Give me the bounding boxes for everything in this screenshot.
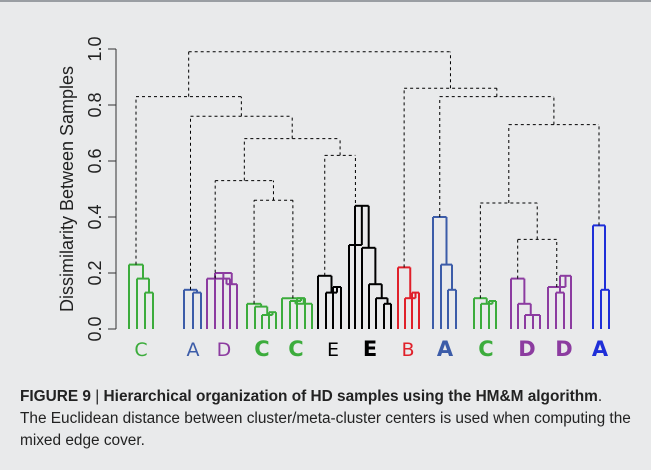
y-tick-label: 0.4 [85, 204, 105, 229]
leaf-label-c: C [288, 337, 303, 361]
leaf-label-a: A [437, 337, 454, 361]
caption-separator: | [90, 388, 104, 405]
caption-text: . The Euclidean distance between cluster… [20, 388, 631, 449]
figure-label: FIGURE 9 [20, 388, 91, 405]
figure-title: Hierarchical organization of HD samples … [103, 388, 598, 405]
y-tick-label: 0.8 [85, 92, 105, 117]
leaf-label-d: D [217, 339, 232, 361]
leaf-label-d: D [555, 337, 572, 361]
leaf-label-b: B [401, 339, 414, 361]
y-tick-label: 0.0 [85, 316, 105, 341]
leaf-label-e: E [363, 337, 377, 361]
leaf-label-c: C [134, 339, 147, 361]
y-tick-label: 0.2 [85, 260, 105, 285]
leaf-label-c: C [478, 337, 493, 361]
leaf-label-a: A [187, 339, 200, 361]
dendrogram-chart: 0.0 0.2 0.4 0.6 0.8 1.0 Dissimilarity Between … [57, 36, 610, 361]
leaf-label-a: A [592, 337, 609, 361]
figure-caption: FIGURE 9 | Hierarchical organization of … [20, 386, 632, 452]
leaf-label-c: C [254, 337, 269, 361]
leaf-label-d: D [518, 337, 535, 361]
y-axis-label: Dissimilarity Between Samples [57, 66, 77, 312]
leaf-label-e: E [327, 339, 339, 361]
y-tick-label: 1.0 [85, 36, 105, 61]
y-tick-label: 0.6 [85, 148, 105, 173]
